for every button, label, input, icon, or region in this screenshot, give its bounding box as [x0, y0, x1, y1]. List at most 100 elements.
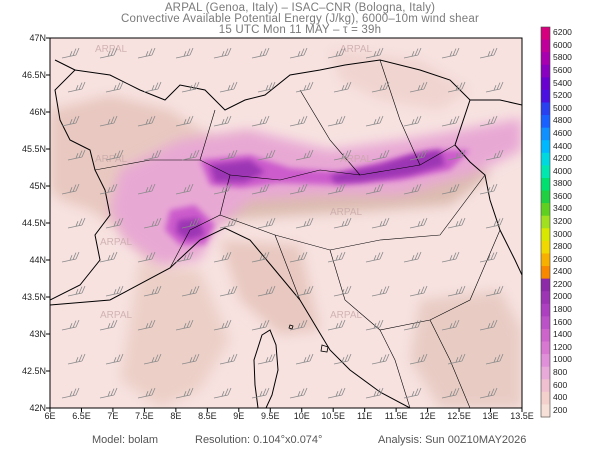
wind-barb [403, 47, 422, 59]
colorbar-label: 1800 [553, 304, 572, 315]
watermark: ARPAL [330, 207, 362, 218]
wind-barb [213, 115, 232, 127]
colorbar-segment [541, 165, 550, 179]
colorbar-label: 4800 [553, 115, 572, 126]
wind-barb [441, 47, 460, 59]
wind-barb [371, 353, 390, 365]
colorbar-label: 4400 [553, 140, 572, 151]
wind-barb [181, 353, 200, 365]
colorbar-segment [541, 404, 550, 418]
colorbar-segment [541, 64, 550, 78]
wind-barb [175, 319, 194, 331]
colorbar-label: 3400 [553, 203, 572, 214]
wind-barb [99, 319, 118, 331]
wind-barb [219, 149, 238, 161]
wind-barb [371, 217, 390, 229]
wind-barb [295, 217, 314, 229]
colorbar-segment [541, 228, 550, 242]
watermark: ARPAL [95, 154, 127, 165]
wind-barb [175, 47, 194, 59]
wind-barb [143, 353, 162, 365]
wind-barb [447, 353, 466, 365]
wind-barb [295, 285, 314, 297]
colorbar-label: 5800 [553, 52, 572, 63]
lon-tick-label: 6E [44, 411, 56, 421]
wind-barb [485, 217, 504, 229]
colorbar-label: 3600 [553, 190, 572, 201]
colorbar-segment [541, 303, 550, 317]
watermark: ARPAL [100, 237, 132, 248]
wind-barb [333, 149, 352, 161]
colorbar-label: 6000 [553, 39, 572, 50]
wind-barb [327, 47, 346, 59]
colorbar-label: 4600 [553, 127, 572, 138]
wind-barb [327, 319, 346, 331]
wind-barb [365, 251, 384, 263]
wind-barb [175, 387, 194, 399]
lat-tick-label: 45N [29, 181, 46, 191]
wind-barb [485, 81, 504, 93]
colorbar-segment [541, 240, 550, 254]
wind-barb [327, 183, 346, 195]
lat-tick-label: 42.5N [21, 366, 46, 376]
wind-barb [61, 251, 80, 263]
elba-outline [320, 344, 329, 353]
wind-barb [61, 47, 80, 59]
national-border [50, 59, 522, 301]
lat-tick-label: 44N [29, 255, 46, 265]
wind-barb [99, 183, 118, 195]
wind-barb [403, 387, 422, 399]
wind-barb [219, 285, 238, 297]
colorbar-label: 2600 [553, 253, 572, 264]
wind-barb [99, 115, 118, 127]
lon-tick-label: 11.5E [384, 411, 408, 421]
lat-tick-label: 43.5N [21, 292, 46, 302]
wind-barb [447, 217, 466, 229]
colorbar-label: 3000 [553, 228, 572, 239]
wind-barb [181, 81, 200, 93]
wind-barb [105, 353, 124, 365]
wind-barb [441, 319, 460, 331]
colorbar-segment [541, 102, 550, 116]
watermark: ARPAL [340, 154, 372, 165]
colorbar-segment [541, 341, 550, 355]
colorbar-label: 1000 [553, 354, 572, 365]
wind-barb [181, 217, 200, 229]
wind-barb [371, 149, 390, 161]
wind-barb [365, 183, 384, 195]
wind-barb [181, 285, 200, 297]
lon-tick-label: 8E [170, 411, 182, 421]
wind-barb [289, 115, 308, 127]
wind-barb [485, 353, 504, 365]
adriatic-coastline [454, 144, 522, 276]
wind-barb [219, 353, 238, 365]
watermark: ARPAL [330, 310, 362, 321]
wind-barb [479, 387, 498, 399]
wind-barb [67, 217, 86, 229]
wind-barb [213, 47, 232, 59]
colorbar-segment [541, 52, 550, 66]
wind-barb [409, 285, 428, 297]
lat-tick-label: 45.5N [21, 144, 46, 154]
wind-barb [143, 81, 162, 93]
colorbar-label: 5400 [553, 77, 572, 88]
wind-barb [479, 115, 498, 127]
colorbar-segment [541, 253, 550, 267]
lon-tick-label: 7E [107, 411, 119, 421]
wind-barb [409, 353, 428, 365]
wind-barb [403, 115, 422, 127]
wind-barb [67, 149, 86, 161]
colorbar-segment [541, 127, 550, 141]
wind-barb [143, 217, 162, 229]
wind-barb [447, 81, 466, 93]
lat-tick-label: 46N [29, 107, 46, 117]
colorbar-label: 200 [553, 404, 568, 415]
colorbar-segment [541, 115, 550, 129]
colorbar-label: 3800 [553, 178, 572, 189]
wind-barb [409, 81, 428, 93]
capraia-outline [288, 324, 294, 330]
wind-barb [61, 115, 80, 127]
wind-barb [409, 217, 428, 229]
wind-barb [479, 251, 498, 263]
